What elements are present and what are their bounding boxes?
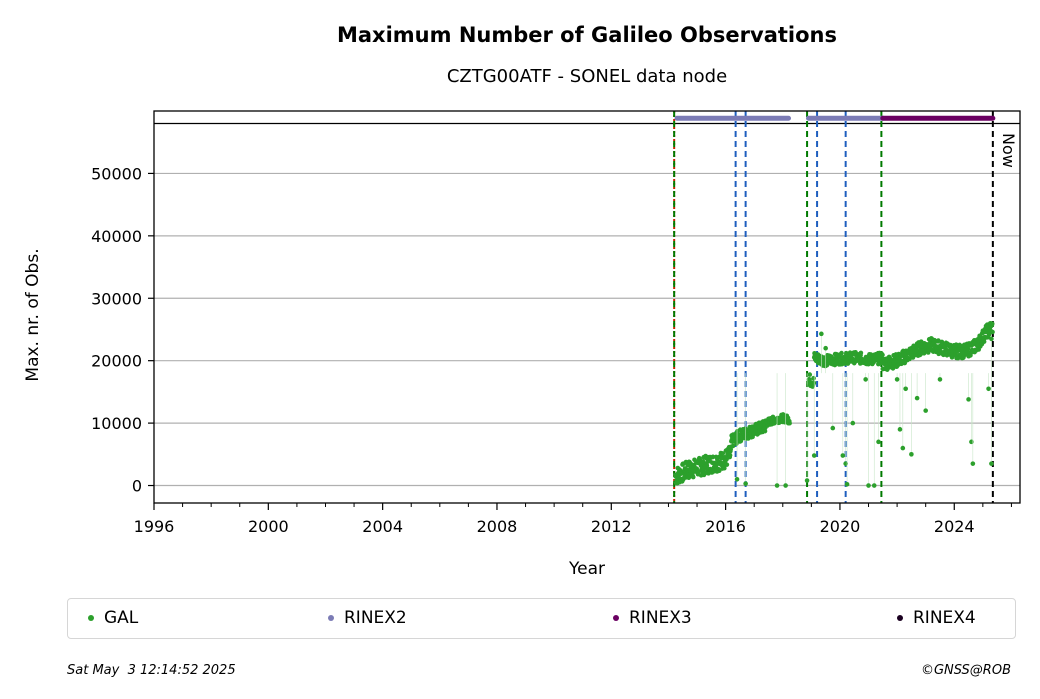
gal-point [903, 386, 908, 392]
gal-point [880, 352, 885, 358]
plot-frame [153, 110, 1021, 504]
x-tick-label: 2004 [362, 517, 403, 536]
gal-point [730, 443, 736, 449]
legend-label-rinex2: RINEX2 [344, 608, 407, 628]
gal-point [863, 377, 868, 382]
gal-point [990, 329, 995, 335]
x-tick-label: 2008 [477, 517, 518, 536]
gal-point [724, 462, 730, 467]
x-tick-label: 2024 [934, 517, 975, 536]
gal-point [858, 350, 864, 356]
gal-point [787, 420, 792, 426]
gal-point [894, 377, 900, 382]
gal-point [909, 452, 914, 457]
now-label: Now [999, 133, 1018, 168]
gal-point [989, 461, 994, 466]
gal-point [720, 451, 726, 456]
legend-item-gal: GAL [88, 608, 138, 628]
event-lines: Now [673, 111, 1018, 503]
gal-point [722, 465, 727, 471]
gal-point [819, 331, 824, 337]
y-tick-label: 40000 [91, 227, 142, 246]
axis-ticks: 0 10000 20000 30000 40000 50000 1996 2000 2004 20… [91, 164, 1012, 536]
legend: GAL RINEX2 RINEX3 RINEX4 [67, 598, 1016, 639]
legend-label-gal: GAL [104, 608, 139, 628]
gal-point [743, 481, 748, 486]
gal-point [807, 372, 813, 377]
gal-point [850, 420, 856, 426]
gal-point [897, 427, 903, 432]
gal-point [783, 483, 788, 488]
y-tick-label: 30000 [91, 289, 142, 308]
x-tick-label: 2012 [591, 517, 632, 536]
gal-point [871, 483, 877, 488]
x-tick-label: 2020 [820, 517, 861, 536]
chart-title: Maximum Number of Galileo Observations [337, 23, 837, 47]
y-tick-label: 10000 [91, 414, 142, 433]
gal-point [811, 453, 817, 458]
gal-point [970, 461, 976, 466]
x-tick-label: 2000 [248, 517, 289, 536]
gal-point [981, 339, 987, 344]
gal-point [965, 346, 971, 352]
x-tick-label: 2016 [705, 517, 746, 536]
gal-point [762, 428, 768, 434]
gal-point [900, 445, 906, 451]
gal-point [936, 338, 941, 343]
x-tick-label: 1996 [134, 517, 175, 536]
legend-item-rinex3: RINEX3 [613, 608, 692, 628]
gal-point [811, 380, 817, 386]
gal-point [727, 452, 733, 458]
gal-point [989, 336, 994, 342]
legend-marker-rinex2 [328, 615, 334, 621]
y-tick-label: 50000 [91, 164, 142, 183]
y-tick-label: 20000 [91, 352, 142, 371]
gal-point [823, 345, 828, 351]
gal-point [743, 426, 748, 432]
chart-subtitle: CZTG00ATF - SONEL data node [447, 66, 727, 87]
y-axis-label: Max. nr. of Obs. [23, 248, 43, 381]
gal-point [914, 395, 920, 401]
gal-point [844, 481, 850, 487]
gal-point [774, 483, 780, 488]
gal-point [839, 350, 844, 356]
legend-marker-rinex4 [897, 615, 903, 621]
grid-lines [154, 122, 1020, 487]
gal-point [876, 439, 881, 445]
gal-point [811, 375, 816, 381]
footer-timestamp: Sat May 3 12:14:52 2025 [67, 663, 236, 678]
legend-item-rinex4: RINEX4 [897, 608, 976, 628]
gal-point [866, 483, 871, 488]
gal-point [734, 476, 740, 482]
x-axis-label: Year [568, 559, 605, 579]
gal-point [690, 474, 696, 480]
gal-point [989, 321, 995, 327]
legend-label-rinex4: RINEX4 [913, 608, 976, 628]
footer-credit: ©GNSS@ROB [921, 663, 1011, 678]
gal-point [804, 478, 810, 483]
gal-point [830, 425, 836, 431]
gal-point [704, 463, 710, 468]
legend-marker-rinex3 [613, 615, 619, 621]
gal-point [923, 408, 928, 413]
data-points [673, 321, 995, 488]
legend-item-rinex2: RINEX2 [328, 608, 407, 628]
legend-label-rinex3: RINEX3 [629, 608, 692, 628]
gal-point [966, 397, 971, 402]
gal-point [986, 386, 991, 392]
y-tick-label: 0 [132, 477, 142, 496]
legend-marker-gal [88, 615, 94, 621]
gal-point [840, 453, 846, 458]
gal-point [937, 377, 943, 382]
